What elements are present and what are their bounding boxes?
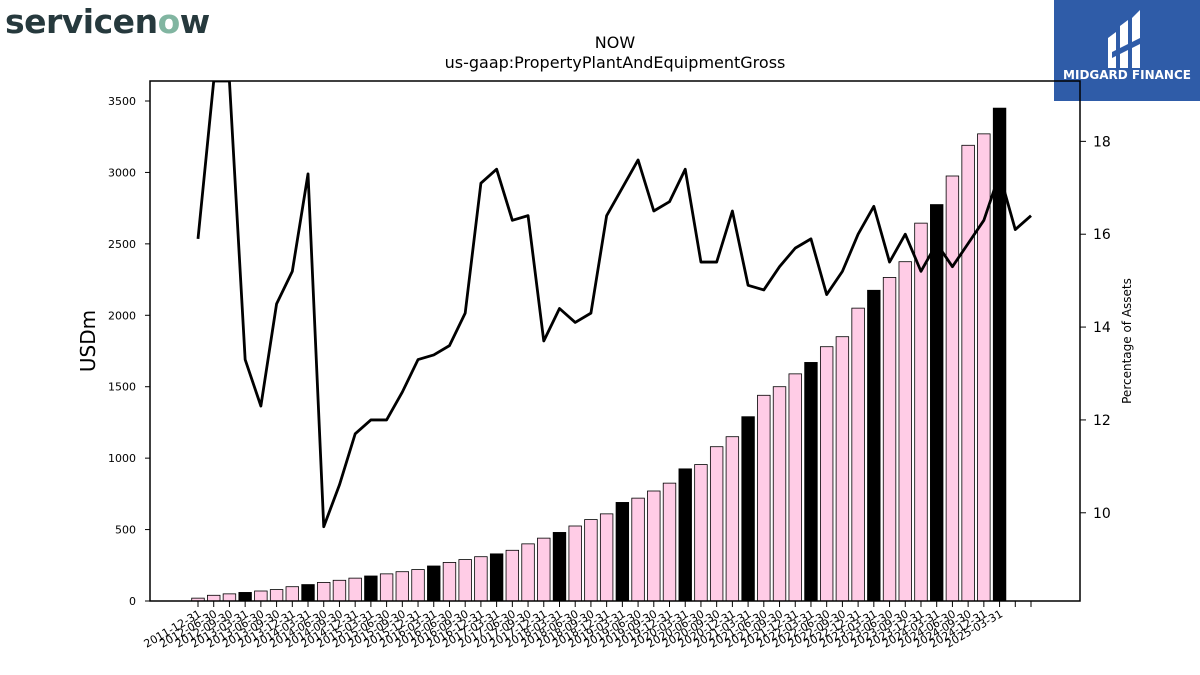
y-tick-label: 3000 [108, 166, 136, 179]
midgard-finance-brand-text: MIDGARD FINANCE [1063, 68, 1191, 82]
bar-2014-09-30 [364, 575, 378, 602]
bar-2022-12-31 [882, 277, 897, 602]
bar-2014-06-30 [348, 577, 362, 602]
bar-2019-06-30 [662, 482, 677, 602]
y2-tick-label: 18 [1093, 134, 1111, 150]
bar-2022-09-30 [867, 289, 881, 602]
bar-2021-12-31 [819, 346, 834, 602]
bar-2012-09-30 [238, 592, 252, 602]
bar-2016-06-30 [474, 556, 488, 602]
midgard-logo-mark-icon [1108, 10, 1144, 68]
plot-frame [149, 80, 1081, 602]
bar-2023-09-30 [930, 204, 944, 602]
bar-2012-06-30 [222, 593, 237, 602]
servicenow-logo: servicenow [5, 2, 210, 41]
bar-2018-12-31 [631, 497, 645, 602]
bar-2017-06-30 [537, 537, 551, 602]
bar-2019-12-31 [694, 464, 708, 602]
bar-2021-06-30 [788, 373, 802, 602]
bar-2020-09-30 [741, 416, 755, 602]
midgard-finance-logo: MIDGARD FINANCE [1054, 0, 1200, 101]
y2-tick-label: 14 [1093, 320, 1111, 336]
bar-2020-03-31 [709, 446, 724, 602]
y-axis-right: 10 12 14 16 18 [1080, 134, 1111, 522]
bar-2013-03-31 [269, 589, 284, 602]
bar-2023-12-31 [945, 175, 960, 602]
bar-2020-06-30 [725, 436, 740, 602]
y2-tick-label: 12 [1093, 413, 1111, 429]
bar-2016-09-30 [489, 553, 504, 602]
y-tick-label: 2500 [108, 238, 136, 251]
bar-2024-03-31 [961, 144, 975, 602]
y-tick-label: 1500 [108, 381, 136, 394]
y-tick-label: 500 [115, 524, 136, 537]
y-tick-label: 2000 [108, 309, 136, 322]
bar-series [191, 107, 1007, 602]
y-tick-label: 3500 [108, 95, 136, 108]
bar-2017-09-30 [552, 532, 567, 602]
bar-2016-12-31 [505, 549, 520, 602]
y2-axis-label: Percentage of Assets [1120, 278, 1134, 404]
bar-2022-03-31 [835, 336, 850, 602]
bar-2013-06-30 [285, 586, 299, 602]
bar-2015-03-31 [395, 571, 409, 602]
bar-2018-06-30 [599, 513, 614, 602]
bar-2015-12-31 [442, 562, 457, 602]
bar-2018-09-30 [615, 502, 630, 602]
bar-2023-03-31 [898, 261, 912, 602]
bar-2019-03-31 [647, 490, 661, 602]
line-series [196, 81, 1032, 529]
bar-2015-06-30 [411, 569, 425, 602]
chart-subtitle: us-gaap:PropertyPlantAndEquipmentGross [445, 53, 786, 72]
line-percentage-of-assets [196, 81, 1032, 529]
bar-2012-03-31 [207, 594, 221, 602]
bar-2014-03-31 [332, 579, 347, 602]
y-axis-left: 0 500 1000 1500 2000 2500 3000 3500 [108, 95, 150, 608]
bar-2024-09-30 [992, 107, 1007, 602]
y-axis-label: USDm [76, 310, 100, 372]
chart-title: NOW [595, 33, 636, 52]
x-axis: 2011-12-312012-06-302012-09-302013-03-31… [142, 601, 1032, 651]
bar-2017-12-31 [568, 525, 582, 602]
bar-2021-03-31 [772, 386, 787, 602]
bar-2012-12-31 [254, 590, 268, 602]
bar-2018-03-31 [584, 519, 598, 602]
y-tick-label: 1000 [108, 452, 136, 465]
bar-2015-09-30 [427, 565, 441, 602]
bar-2013-09-30 [301, 584, 315, 602]
bar-2019-09-30 [678, 468, 692, 602]
bar-2013-12-31 [317, 582, 331, 602]
bar-2022-06-30 [851, 307, 865, 602]
bar-2016-03-31 [458, 559, 472, 602]
y-tick-label: 0 [129, 595, 136, 608]
y2-tick-label: 16 [1093, 227, 1111, 243]
bar-2020-12-31 [757, 394, 771, 602]
y2-tick-label: 10 [1093, 506, 1111, 522]
bar-2021-09-30 [804, 362, 818, 602]
bar-2023-06-30 [914, 222, 928, 602]
bar-2014-12-31 [379, 573, 394, 602]
bar-2017-03-31 [521, 543, 535, 602]
